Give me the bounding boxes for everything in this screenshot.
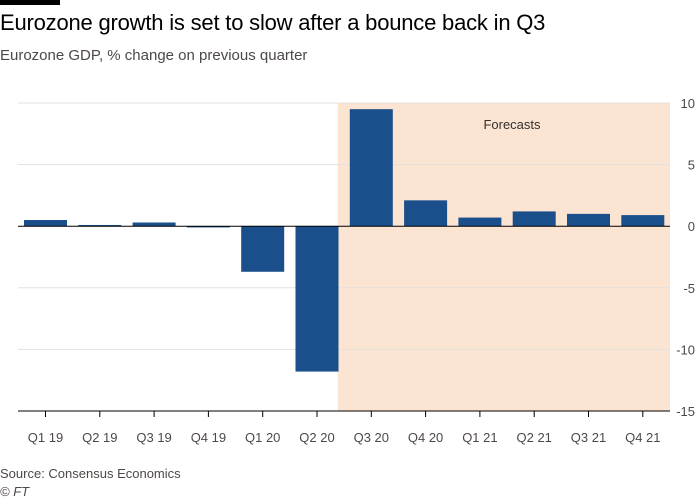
chart-title: Eurozone growth is set to slow after a b… (0, 10, 546, 35)
x-tick-label: Q4 21 (625, 430, 660, 445)
x-tick-label: Q3 20 (354, 430, 389, 445)
ft-credit: © FT (0, 484, 30, 499)
x-tick-label: Q1 20 (245, 430, 280, 445)
ft-top-bar (0, 0, 60, 5)
y-tick-label: 5 (688, 158, 695, 173)
bar-q2-21 (512, 211, 556, 227)
bar-q4-21 (621, 215, 665, 227)
bar-q2-19 (78, 224, 122, 227)
chart-subtitle: Eurozone GDP, % change on previous quart… (0, 47, 308, 64)
y-tick-label: -15 (676, 404, 695, 419)
forecasts-label: Forecasts (483, 117, 541, 132)
x-tick-label: Q2 20 (299, 430, 334, 445)
bar-q1-20 (241, 226, 285, 272)
x-tick-label: Q3 21 (571, 430, 606, 445)
bar-q2-20 (295, 226, 339, 372)
source-note: Source: Consensus Economics (0, 466, 181, 481)
x-tick-label: Q3 19 (136, 430, 171, 445)
x-tick-label: Q4 19 (191, 430, 226, 445)
x-tick-label: Q2 21 (516, 430, 551, 445)
y-tick-label: 10 (681, 96, 695, 111)
bar-q4-19 (186, 226, 230, 228)
x-tick-label: Q2 19 (82, 430, 117, 445)
bar-q3-21 (567, 213, 610, 227)
x-tick-label: Q1 19 (28, 430, 63, 445)
y-tick-label: 0 (688, 219, 695, 234)
x-tick-label: Q1 21 (462, 430, 497, 445)
x-tick-label: Q4 20 (408, 430, 443, 445)
y-tick-label: -5 (683, 281, 695, 296)
bar-q3-19 (132, 222, 176, 227)
forecast-band (337, 103, 670, 411)
bar-q1-21 (458, 217, 502, 227)
y-tick-label: -10 (676, 342, 695, 357)
bar-q3-20 (349, 109, 393, 227)
bar-q1-19 (24, 220, 67, 227)
bar-q4-20 (404, 200, 448, 227)
